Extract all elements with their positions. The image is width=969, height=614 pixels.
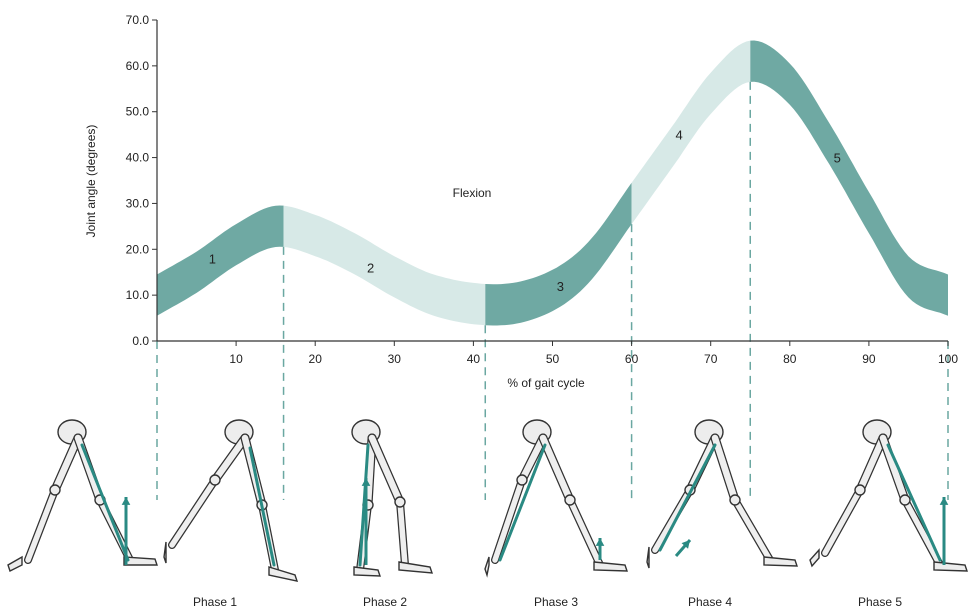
x-tick-label: 80 <box>783 352 797 366</box>
band-labels: 1 2 3 4 5 <box>209 128 841 294</box>
band-label-1: 1 <box>209 251 216 266</box>
phase-label-1: Phase 1 <box>193 595 237 609</box>
leg-figure-1 <box>7 419 158 572</box>
band-label-3: 3 <box>557 279 564 294</box>
flexion-annotation: Flexion <box>453 186 492 200</box>
phase-label-5: Phase 5 <box>858 595 902 609</box>
leg-figure-3 <box>351 419 434 577</box>
y-tick-label: 60.0 <box>126 59 150 73</box>
y-tick-label: 30.0 <box>126 196 150 210</box>
phase-label-3: Phase 3 <box>534 595 578 609</box>
band-label-2: 2 <box>367 261 374 276</box>
angle-bands <box>157 40 948 326</box>
band-phase-4 <box>631 40 751 225</box>
y-tick-label: 40.0 <box>126 151 150 165</box>
x-tick-label: 10 <box>229 352 243 366</box>
leg-figure-2 <box>163 419 299 582</box>
band-label-4: 4 <box>675 128 682 143</box>
band-phase-3 <box>485 182 632 326</box>
band-phase-1 <box>157 205 284 316</box>
phase-label-4: Phase 4 <box>688 595 732 609</box>
x-axis-label: % of gait cycle <box>507 376 585 390</box>
y-tick-label: 0.0 <box>132 334 149 348</box>
x-ticks: 10 20 30 40 50 60 70 80 90 100 <box>229 341 958 366</box>
phase-dividers <box>156 81 949 500</box>
y-ticks: 0.0 10.0 20.0 30.0 40.0 50.0 60.0 70.0 <box>126 13 157 348</box>
leg-illustrations <box>7 419 968 582</box>
x-tick-label: 90 <box>862 352 876 366</box>
y-tick-label: 70.0 <box>126 13 150 27</box>
x-tick-label: 30 <box>388 352 402 366</box>
leg-figure-6 <box>809 419 968 572</box>
band-label-5: 5 <box>834 151 841 166</box>
leg-figure-4 <box>484 419 628 578</box>
y-axis-label: Joint angle (degrees) <box>84 125 98 238</box>
leg-figure-5 <box>646 419 798 569</box>
band-phase-2 <box>283 205 486 326</box>
x-tick-label: 100 <box>938 352 958 366</box>
x-tick-label: 20 <box>309 352 323 366</box>
y-tick-label: 20.0 <box>126 242 150 256</box>
band-phase-5 <box>750 40 948 316</box>
phase-labels: Phase 1 Phase 2 Phase 3 Phase 4 Phase 5 <box>193 595 902 609</box>
y-tick-label: 50.0 <box>126 105 150 119</box>
x-tick-label: 50 <box>546 352 560 366</box>
x-tick-label: 60 <box>625 352 639 366</box>
x-tick-label: 70 <box>704 352 718 366</box>
y-tick-label: 10.0 <box>126 288 150 302</box>
phase-label-2: Phase 2 <box>363 595 407 609</box>
x-tick-label: 40 <box>467 352 481 366</box>
